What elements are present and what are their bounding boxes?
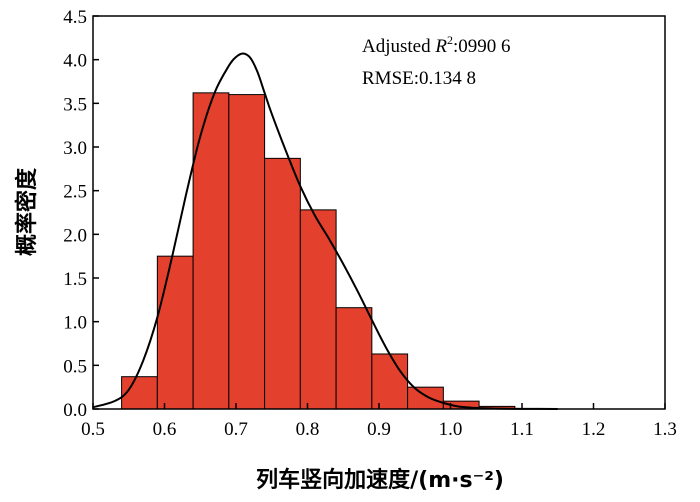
r2-superscript: 2 <box>447 33 453 47</box>
x-tick-label: 1.1 <box>510 419 534 440</box>
adjusted-prefix: Adjusted <box>362 36 435 57</box>
y-tick-label: 0.5 <box>63 356 87 377</box>
x-tick-label: 0.8 <box>296 419 320 440</box>
histogram-bar-5 <box>264 157 301 410</box>
y-tick-label: 2.0 <box>63 225 87 246</box>
x-axis-title: 列车竖向加速度/(m·s⁻²) <box>256 467 504 493</box>
histogram-bar-4 <box>228 94 266 410</box>
y-tick-label: 3.5 <box>63 94 87 115</box>
r2-symbol: R <box>434 36 447 57</box>
y-tick-label: 2.5 <box>63 182 87 203</box>
y-tick-label: 1.0 <box>63 313 87 334</box>
histogram-bar-6 <box>299 209 337 410</box>
y-tick-label: 0.0 <box>63 400 87 421</box>
y-tick-label: 1.5 <box>63 269 87 290</box>
histogram-bar-3 <box>192 92 230 410</box>
y-axis-title: 概率密度 <box>14 167 40 256</box>
histogram-bar-2 <box>156 255 194 410</box>
rmse-annotation: RMSE:0.134 8 <box>362 68 476 89</box>
y-tick-label: 4.5 <box>63 7 87 28</box>
y-tick-label: 3.0 <box>63 138 87 159</box>
x-tick-label: 1.0 <box>439 419 463 440</box>
x-axis-ticks: 0.5 0.6 0.7 0.8 0.9 1.0 1.1 1.2 1.3 <box>81 403 677 440</box>
x-tick-label: 0.5 <box>81 419 105 440</box>
x-tick-label: 0.9 <box>367 419 391 440</box>
x-tick-label: 1.2 <box>582 419 606 440</box>
x-tick-label: 1.3 <box>653 419 677 440</box>
x-tick-label: 0.6 <box>153 419 177 440</box>
histogram-bar-8 <box>371 353 409 410</box>
y-tick-label: 4.0 <box>63 51 87 72</box>
r2-value: :0990 6 <box>453 36 511 57</box>
histogram-bar-9 <box>407 386 444 410</box>
adjusted-r2-annotation: Adjusted R2:0990 6 <box>362 33 511 57</box>
y-axis-ticks: 0.0 0.5 1.0 1.5 2.0 2.5 3.0 3.5 4.0 4.5 <box>63 7 99 421</box>
x-tick-label: 0.7 <box>224 419 248 440</box>
bars-group <box>121 92 516 410</box>
histogram-bar-7 <box>335 307 373 410</box>
